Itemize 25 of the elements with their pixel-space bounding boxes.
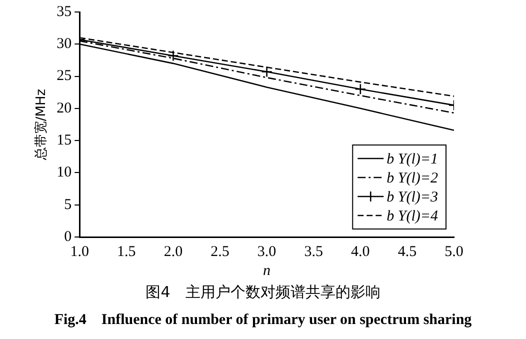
y-tick-label: 0 [64,228,72,245]
x-tick-label: 3.0 [257,244,276,260]
y-tick-label: 20 [56,100,72,116]
legend-label: b Y(l)=1 [386,151,438,168]
x-tick-label: 4.0 [351,244,370,260]
y-tick-label: 10 [56,164,72,181]
x-tick-label: 2.0 [164,244,183,260]
y-tick-label: 5 [64,196,72,213]
x-tick-label: 1.5 [117,244,136,260]
y-tick-label: 15 [56,132,72,149]
x-tick-label: 2.5 [210,244,230,260]
x-tick-label: 4.5 [398,244,417,260]
x-axis-title: n [263,262,271,279]
x-tick-label: 5.0 [444,244,464,260]
legend-label: b Y(l)=2 [386,170,438,186]
y-tick-label: 25 [56,68,72,84]
x-tick-label: 1.0 [70,244,89,260]
x-tick-label: 3.5 [304,244,323,260]
text: 图4 主用户个数对频谱共享的影响 [144,283,382,302]
legend-label: b Y(l)=3 [386,189,438,206]
text: Fig.4 Influence of number of primary user on spectrum sharing [53,311,473,329]
y-tick-label: 30 [56,36,72,52]
y-tick-label: 35 [56,4,72,20]
y-axis-title: 总带宽/MHz [33,88,50,162]
legend-label: b Y(l)=4 [386,208,438,224]
